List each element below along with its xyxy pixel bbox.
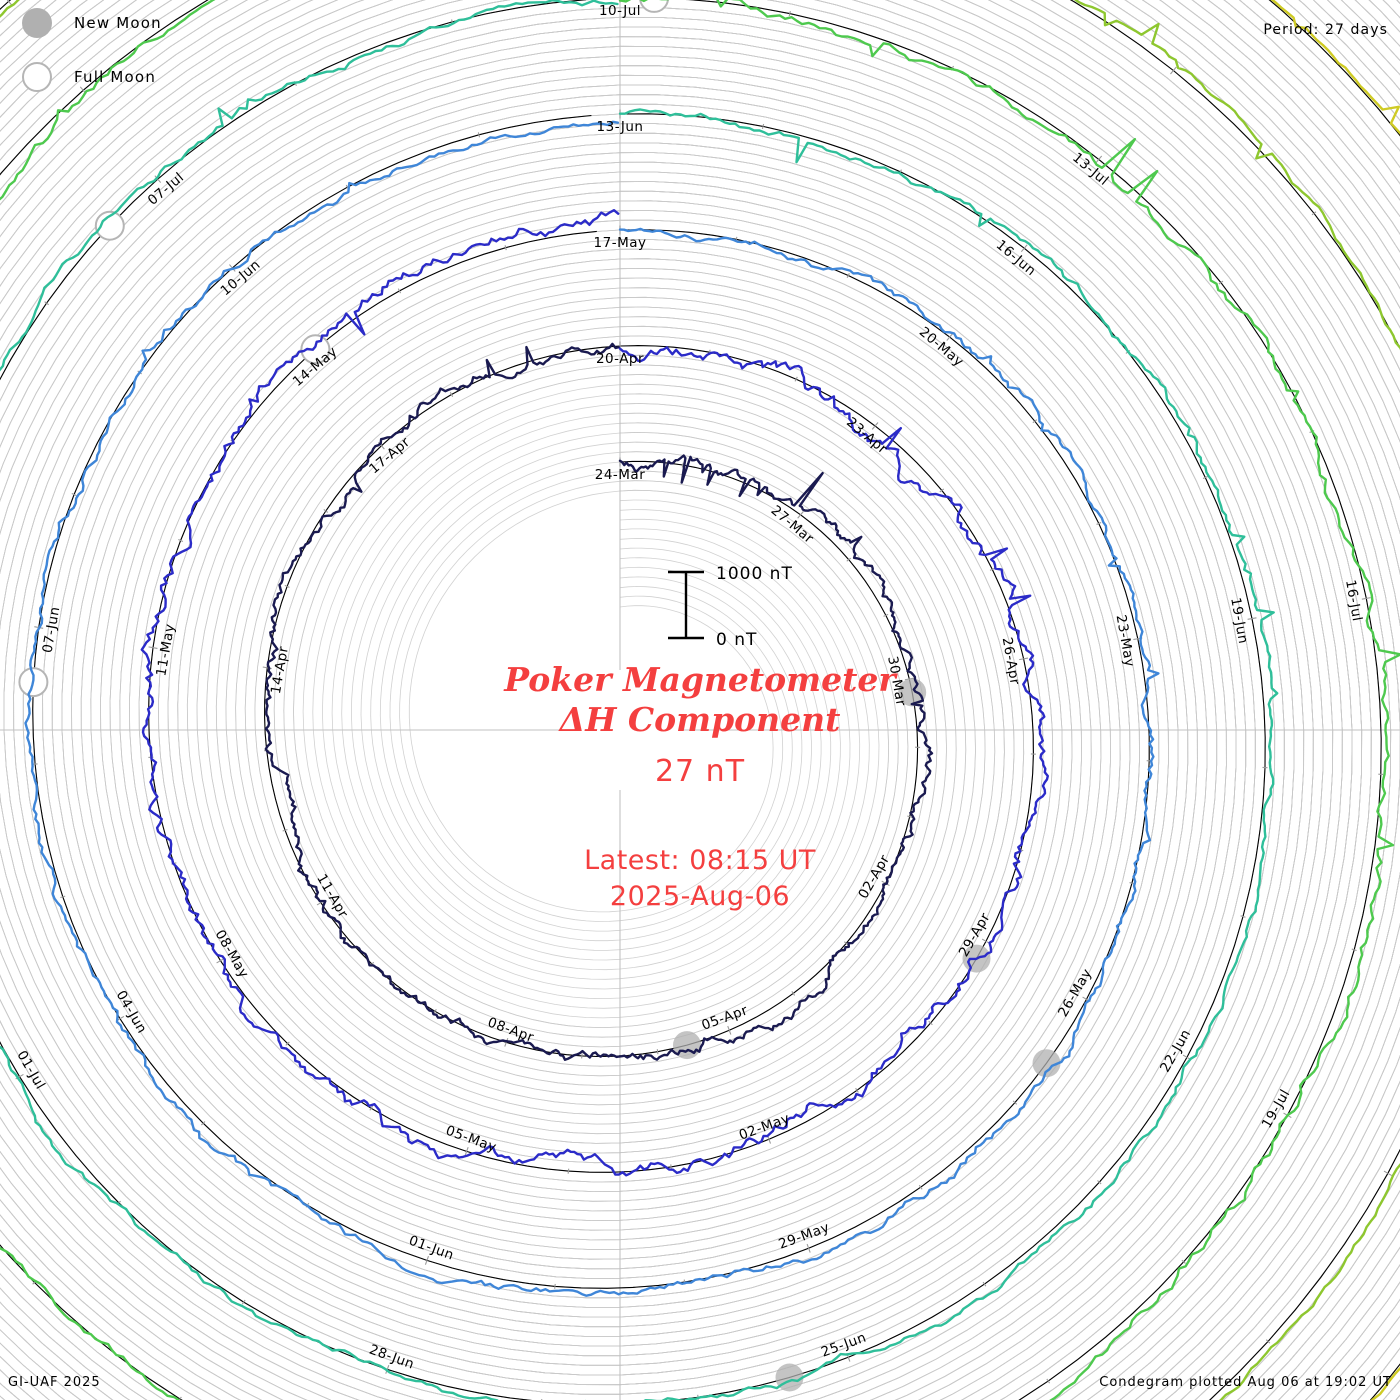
date-tick-label: 05-May <box>443 1123 498 1156</box>
date-tick-label: 10-Jul <box>599 3 641 19</box>
new-moon-marker <box>1032 1049 1061 1078</box>
scale-top-label: 1000 nT <box>716 564 793 584</box>
date-tick-label: 28-Jun <box>367 1342 417 1373</box>
legend-full-moon-label: Full Moon <box>74 68 157 86</box>
trace-rev-3 <box>24 120 1160 1297</box>
full-moon-marker <box>94 210 125 241</box>
credit-label: GI-UAF 2025 <box>8 1375 101 1390</box>
date-tick-label: 07-Jun <box>40 605 64 654</box>
date-tick-label: 14-Apr <box>268 645 292 695</box>
date-tick-label: 22-Jun <box>1157 1027 1194 1076</box>
date-tick-label: 19-Jun <box>1227 596 1251 645</box>
legend-new-moon: New Moon <box>22 8 162 38</box>
date-tick-label: 16-Jul <box>1342 579 1365 623</box>
date-tick-label: 29-May <box>777 1220 832 1253</box>
full-moon-icon <box>22 62 52 92</box>
full-moon-marker <box>300 334 331 365</box>
full-moon-marker <box>639 0 669 13</box>
date-tick-label: 02-May <box>737 1110 792 1143</box>
date-tick-label: 13-Jun <box>597 119 644 135</box>
plotted-timestamp-label: Condegram plotted Aug 06 at 19:02 UT <box>1099 1375 1392 1390</box>
legend-new-moon-label: New Moon <box>74 14 162 32</box>
date-tick-label: 17-May <box>594 235 647 251</box>
new-moon-icon <box>22 8 52 38</box>
date-tick-label: 01-Jun <box>407 1233 457 1264</box>
date-tick-label: 26-Apr <box>999 636 1023 686</box>
date-tick-label: 05-Apr <box>699 1002 750 1033</box>
trace-rev-2 <box>140 209 1049 1177</box>
date-tick-label: 23-Apr <box>843 414 890 457</box>
date-tick-label: 16-Jun <box>993 237 1039 279</box>
date-tick-label: 10-Jun <box>218 257 264 299</box>
new-moon-marker <box>898 678 927 707</box>
date-tick-label: 24-Mar <box>595 467 646 483</box>
trace-rev-4 <box>0 0 1279 1400</box>
scale-bottom-label: 0 nT <box>716 630 757 650</box>
nt-scale-bar: 1000 nT 0 nT <box>668 564 793 650</box>
date-tick-label: 20-Apr <box>596 351 644 367</box>
date-tick-label: 11-Apr <box>313 871 351 921</box>
trace-rev-10 <box>124 0 1400 1400</box>
legend-full-moon: Full Moon <box>22 62 156 92</box>
period-label: Period: 27 days <box>1263 22 1388 38</box>
trace-rev-1 <box>264 342 934 1061</box>
date-tick-label: 07-Jul <box>145 169 188 208</box>
date-tick-label: 01-Jul <box>13 1048 48 1092</box>
date-tick-label: 11-May <box>153 622 178 677</box>
date-tick-label: 19-Jul <box>1259 1087 1294 1131</box>
